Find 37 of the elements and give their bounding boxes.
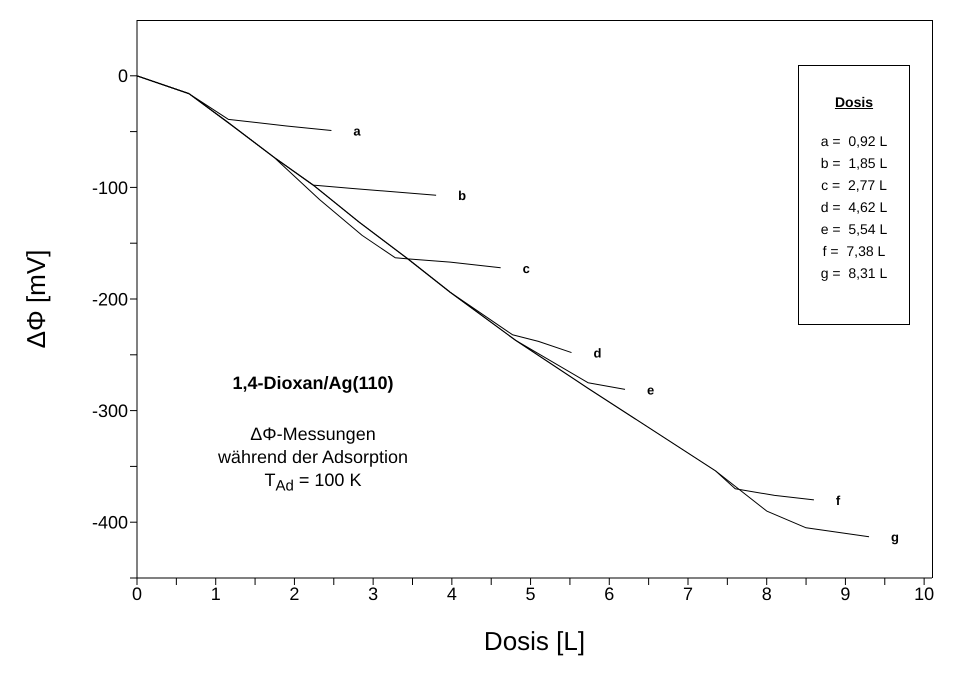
y-tick-label: -400 bbox=[92, 512, 128, 533]
y-tick-label: -200 bbox=[92, 289, 128, 310]
legend-title: Dosis bbox=[834, 94, 874, 110]
annotation: f = 7,38 L bbox=[822, 242, 886, 261]
x-axis-title: Dosis [L] bbox=[484, 626, 586, 656]
x-tick-label: 2 bbox=[289, 584, 300, 604]
annotation: e = 5,54 L bbox=[820, 220, 888, 239]
y-axis-title: ΔΦ [mV] bbox=[21, 250, 52, 348]
x-tick-label: 5 bbox=[526, 584, 536, 604]
annotation: 1,4-Dioxan/Ag(110) bbox=[231, 373, 395, 394]
x-tick-label: 0 bbox=[132, 584, 142, 604]
annotation: a = 0,92 L bbox=[820, 132, 888, 151]
x-tick-label: 9 bbox=[840, 584, 850, 604]
x-tick-label: 8 bbox=[762, 584, 772, 604]
y-tick-label: -300 bbox=[92, 400, 128, 421]
annotation: T$_{Ad}$ = 100 K bbox=[264, 470, 362, 495]
x-tick-label: 7 bbox=[682, 584, 693, 604]
y-tick-label: -100 bbox=[92, 178, 128, 198]
annotation: während der Adsorption bbox=[216, 447, 410, 468]
series-label: a bbox=[353, 123, 362, 138]
series-label: c bbox=[522, 260, 530, 276]
x-tick-label: 6 bbox=[604, 584, 614, 604]
annotation: g = 8,31 L bbox=[820, 264, 888, 283]
x-tick-label: 3 bbox=[368, 584, 378, 604]
series-label: g bbox=[891, 530, 900, 545]
series-label: b bbox=[458, 188, 466, 204]
x-tick-label: 1 bbox=[210, 584, 221, 604]
series-label: d bbox=[593, 346, 602, 361]
annotation: ΔΦ-Messungen bbox=[249, 424, 377, 445]
annotation: b = 1,85 L bbox=[820, 154, 888, 173]
series-label: e bbox=[647, 382, 654, 398]
series-label: f bbox=[836, 492, 841, 508]
annotation: c = 2,77 L bbox=[820, 176, 888, 195]
x-tick-label: 10 bbox=[914, 584, 934, 604]
y-tick-label: 0 bbox=[118, 66, 128, 86]
annotation: d = 4,62 L bbox=[820, 198, 888, 217]
x-tick-label: 4 bbox=[446, 584, 457, 604]
